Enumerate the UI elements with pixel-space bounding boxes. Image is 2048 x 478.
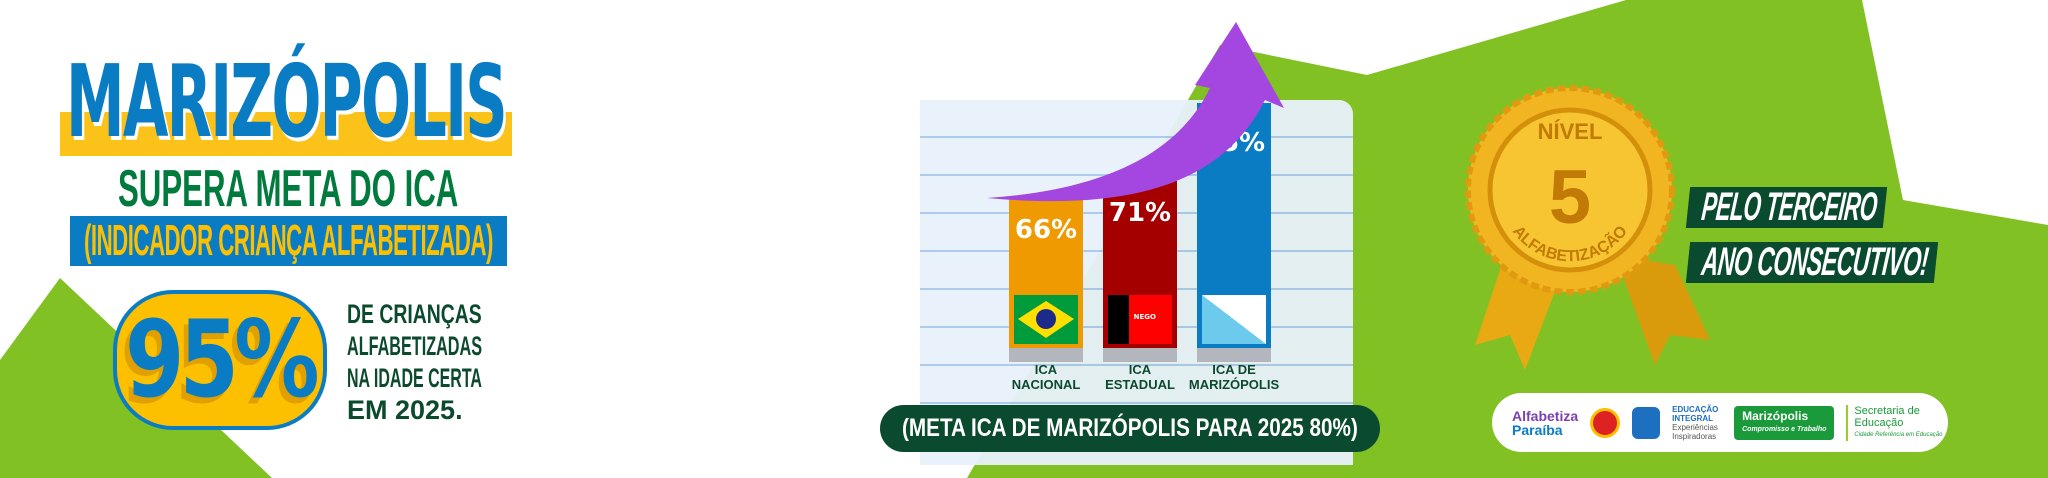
alfabetiza-paraiba-logo: Alfabetiza Paraíba bbox=[1512, 407, 1579, 438]
goal-banner: (META ICA DE MARIZÓPOLIS PARA 2025 80%) bbox=[880, 405, 1380, 452]
secretaria-logo: Secretaria de Educação Cidade Referência e… bbox=[1846, 404, 1942, 441]
bar-1: 66% bbox=[1009, 197, 1083, 362]
highlight-percent: 95% bbox=[113, 290, 327, 430]
indicator-banner: (INDICADOR CRIANÇA ALFABETIZADA) bbox=[70, 216, 507, 266]
highlight-description: DE CRIANÇAS ALFABETIZADAS NA IDADE CERTA… bbox=[347, 298, 482, 426]
tagline-text: ANO CONSECUTIVO! bbox=[1699, 240, 1931, 284]
medal-icon: NÍVEL 5 ALFABETIZAÇÃO bbox=[1465, 85, 1710, 370]
medal-top-text: NÍVEL bbox=[1538, 119, 1603, 144]
seal-logo bbox=[1590, 407, 1621, 438]
goal-text: (META ICA DE MARIZÓPOLIS PARA 2025 80%) bbox=[902, 414, 1358, 442]
description-line: EM 2025. bbox=[347, 395, 463, 425]
title-stripe bbox=[60, 112, 512, 156]
bar-category-label: ICA DE MARIZÓPOLIS bbox=[1188, 362, 1280, 392]
brasil-flag-icon bbox=[1014, 294, 1078, 344]
badge-logo bbox=[1632, 406, 1661, 439]
bar-value-label: 66% bbox=[1014, 214, 1078, 245]
tagline-line-2: ANO CONSECUTIVO! bbox=[1685, 240, 1939, 284]
tagline-line-1: PELO TERCEIRO bbox=[1685, 185, 1888, 229]
flag-text: NEGO bbox=[1133, 312, 1156, 321]
educacao-integral-logo: EDUCAÇÃO INTEGRAL Experiências Inspiradora… bbox=[1672, 404, 1719, 441]
headline-city: MARIZÓPOLIS bbox=[60, 50, 512, 158]
bar-base bbox=[1197, 348, 1271, 362]
tagline-text: PELO TERCEIRO bbox=[1699, 185, 1880, 229]
bar-category-label: ICA ESTADUAL bbox=[1105, 362, 1175, 392]
medal-number: 5 bbox=[1549, 155, 1591, 240]
prefeitura-logo: Marizópolis Compromisso e Trabalho bbox=[1734, 405, 1835, 440]
partner-logos: Alfabetiza Paraíba EDUCAÇÃO INTEGRAL Experi… bbox=[1492, 393, 1948, 452]
bar-base bbox=[1103, 347, 1177, 362]
paraiba-flag-icon: NEGO bbox=[1108, 294, 1172, 344]
marizopolis-flag-icon bbox=[1202, 295, 1266, 344]
bar-2: 71% NEGO bbox=[1103, 181, 1177, 362]
bar-value-label: 71% bbox=[1108, 198, 1172, 229]
bar-category-label: ICA NACIONAL bbox=[1011, 362, 1081, 392]
bar-base bbox=[1009, 347, 1083, 362]
